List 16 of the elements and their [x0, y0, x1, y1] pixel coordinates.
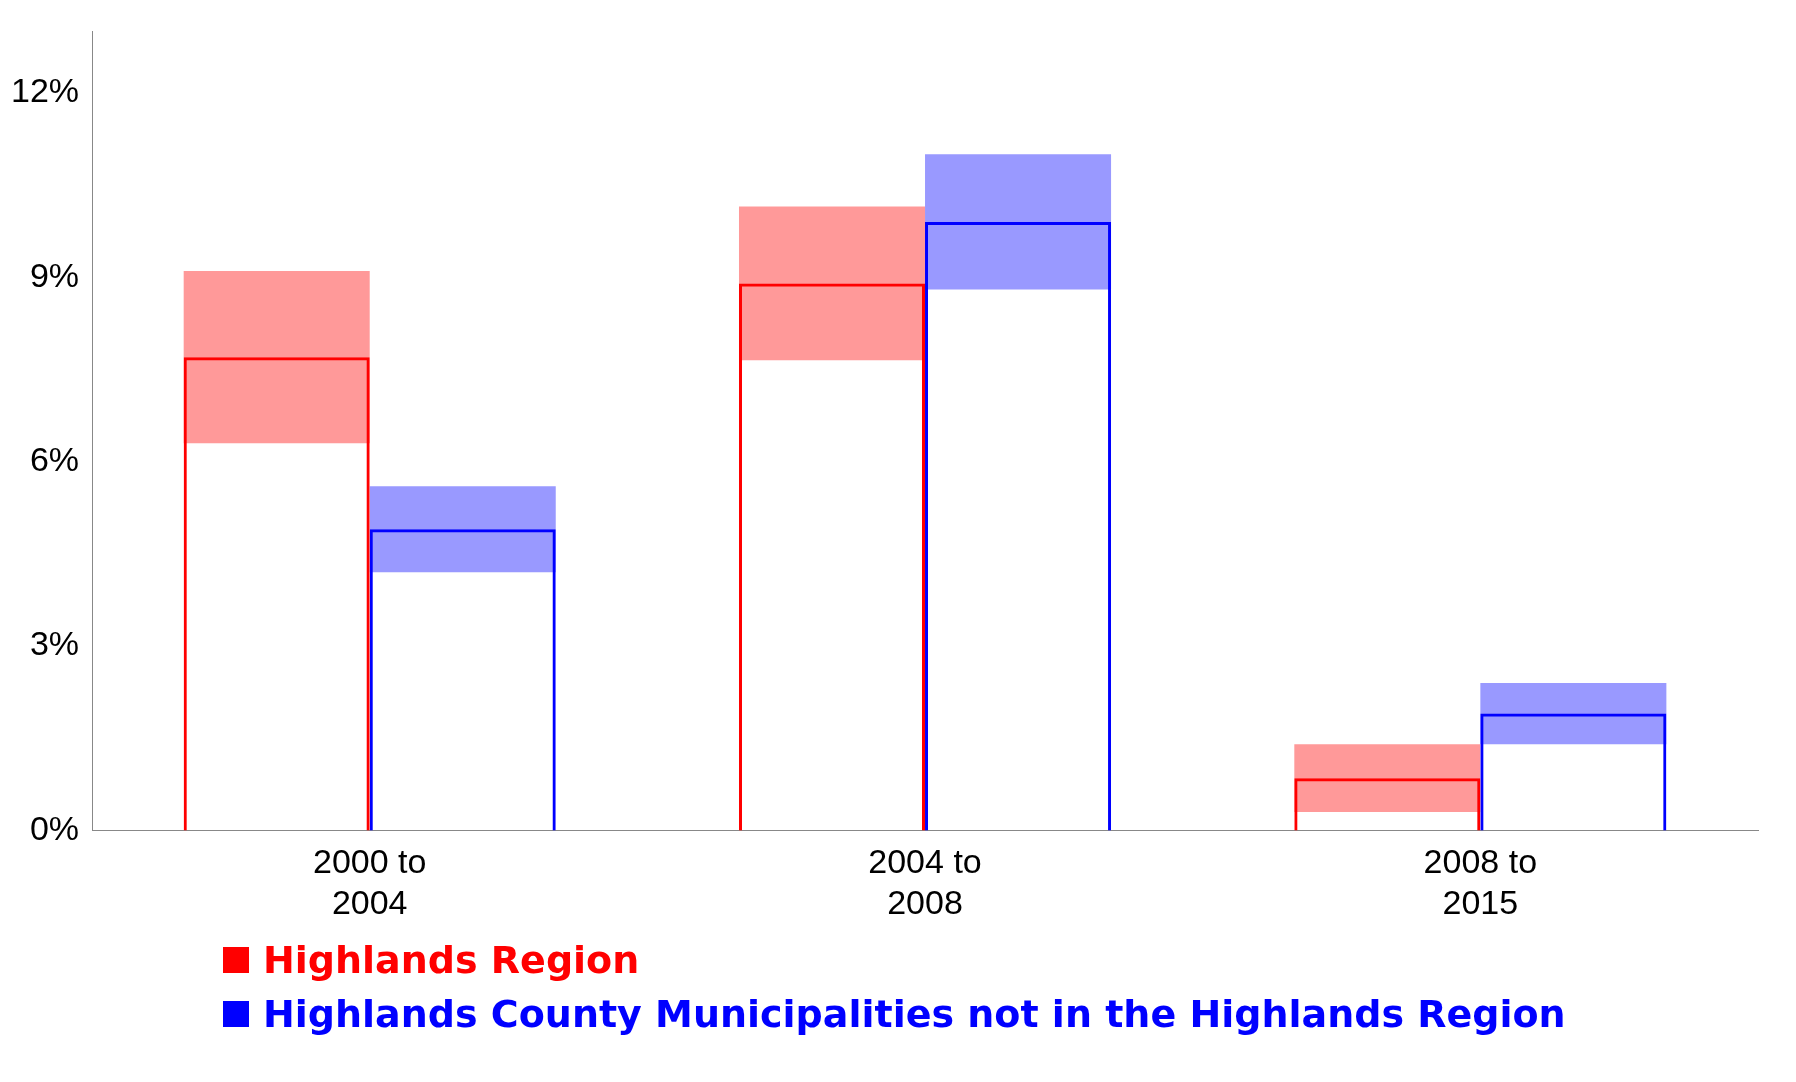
y-tick-label: 12%: [10, 71, 80, 110]
x-tick-label: 2000 to 2004: [312, 842, 427, 921]
y-tick-label: 6%: [29, 440, 80, 479]
bar: [738, 206, 926, 361]
bar: [183, 271, 370, 444]
bar: [925, 154, 1112, 290]
x-tick-label: 2008 to 2015: [1423, 842, 1538, 921]
y-tick-label: 0%: [29, 808, 80, 847]
legend-label: Highlands Region: [263, 938, 640, 982]
bar: [369, 486, 556, 573]
legend-label: Highlands County Municipalities not in the Highlands Region: [263, 992, 1566, 1036]
x-tick-label: 2004 to 2008: [868, 842, 982, 921]
y-tick-label: 3%: [29, 624, 80, 663]
bar: [1480, 682, 1667, 745]
y-tick-label: 9%: [29, 255, 80, 294]
bar: [1294, 744, 1481, 812]
